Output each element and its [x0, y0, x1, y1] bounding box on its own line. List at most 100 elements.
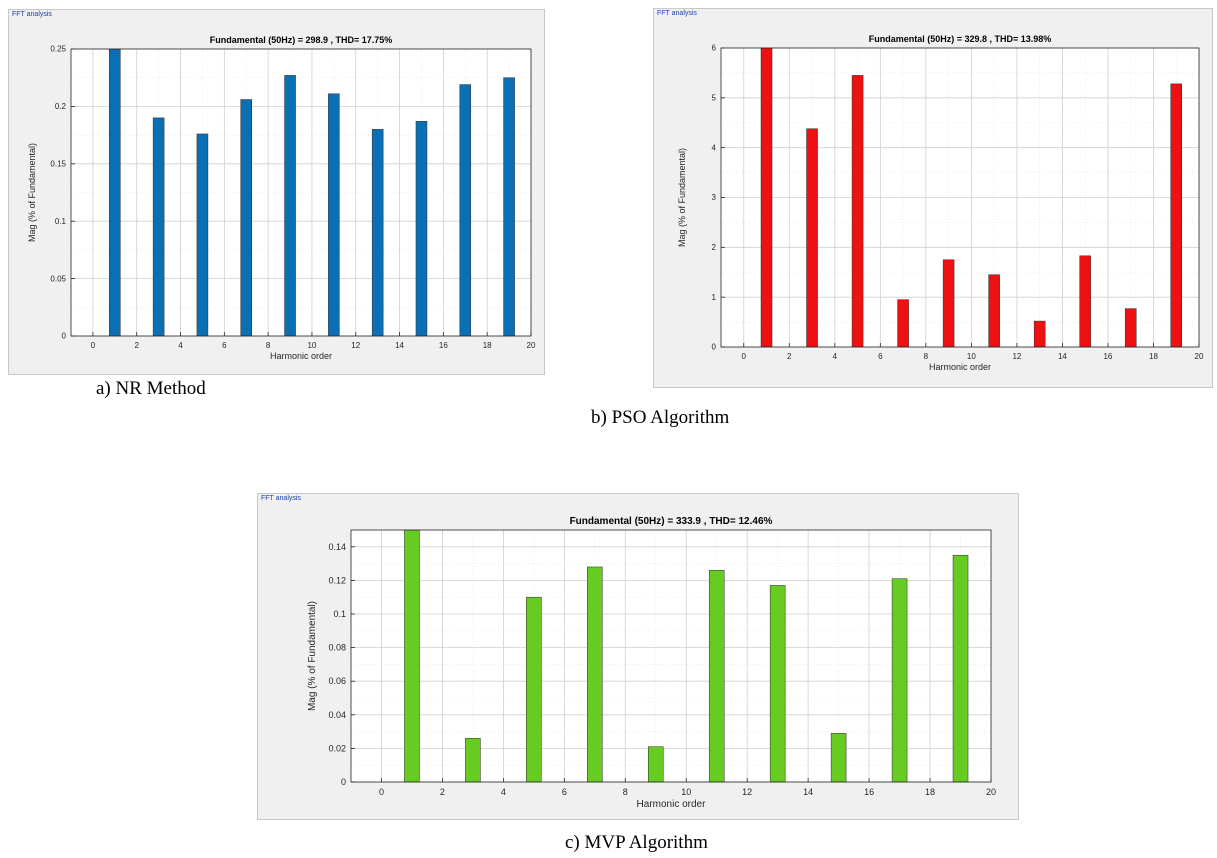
bar	[371, 129, 384, 337]
x-tick-label: 16	[864, 787, 874, 797]
x-ticks: 0 2 4 6 8 10 12 14 16 18 20	[91, 332, 536, 350]
axes-box	[70, 48, 532, 337]
x-tick-label: 4	[178, 341, 183, 350]
panel-title: FFT analysis	[261, 495, 301, 502]
y-tick-label: 6	[712, 44, 717, 53]
bar	[942, 259, 955, 348]
y-tick-label: 4	[712, 143, 717, 152]
y-tick-label: 0.14	[328, 542, 346, 552]
bar	[806, 128, 818, 348]
chart-title: Fundamental (50Hz) = 333.9 , THD= 12.46%	[570, 516, 773, 527]
x-tick-label: 10	[681, 787, 691, 797]
y-tick-label: 2	[712, 243, 717, 252]
x-tick-label: 14	[395, 341, 404, 350]
x-tick-label: 12	[351, 341, 360, 350]
bar	[284, 75, 296, 337]
bar	[830, 733, 847, 783]
bar	[952, 554, 969, 783]
x-tick-label: 6	[562, 787, 567, 797]
y-axis-label: Mag (% of Fundamental)	[677, 148, 687, 247]
y-tick-label: 0.08	[328, 643, 346, 653]
x-axis-label: Harmonic order	[270, 351, 332, 361]
bar	[109, 48, 121, 337]
panel-title: FFT analysis	[657, 10, 697, 17]
caption-nr: a) NR Method	[96, 378, 206, 399]
bar	[1033, 320, 1046, 348]
x-ticks: 0 2 4 6 8 10 12 14 16 18 20	[742, 343, 1204, 361]
y-tick-label: 0.05	[50, 274, 66, 283]
x-tick-label: 4	[833, 352, 838, 361]
bar	[196, 133, 209, 337]
bar	[760, 47, 773, 348]
bar	[459, 84, 472, 337]
bars	[760, 47, 1182, 348]
caption-mvp: c) MVP Algorithm	[565, 832, 708, 853]
bar	[648, 746, 664, 783]
caption-pso: b) PSO Algorithm	[591, 407, 730, 428]
x-tick-label: 2	[440, 787, 445, 797]
y-tick-label: 0	[712, 343, 717, 352]
y-ticks: 0 0.02 0.04 0.06 0.08 0.1 0.12 0.14	[328, 542, 355, 787]
y-tick-label: 0.02	[328, 743, 346, 753]
bar	[240, 99, 252, 337]
x-tick-label: 8	[623, 787, 628, 797]
fft-panel-pso: FFT analysis 0 2 4 6 8 10 12 14 16 18 20 0 1 2 3 4 5 6 Fun…	[653, 8, 1213, 388]
x-tick-label: 10	[967, 352, 976, 361]
bar	[404, 529, 420, 783]
x-axis-label: Harmonic order	[929, 362, 991, 372]
x-tick-label: 2	[134, 341, 139, 350]
x-tick-label: 6	[222, 341, 227, 350]
y-tick-label: 0.15	[50, 159, 66, 168]
x-tick-label: 18	[925, 787, 935, 797]
bar	[465, 738, 481, 783]
y-tick-label: 0.2	[55, 102, 67, 111]
bar	[769, 585, 786, 783]
x-tick-label: 18	[483, 341, 492, 350]
chart-mvp: 0 2 4 6 8 10 12 14 16 18 20 0 0.02 0.04 0.06 0.08 0.1 0.1…	[307, 516, 996, 810]
y-tick-label: 0.1	[333, 609, 346, 619]
y-tick-label: 0.1	[55, 217, 67, 226]
x-ticks: 0 2 4 6 8 10 12 14 16 18 20	[379, 778, 996, 797]
x-tick-label: 0	[91, 341, 96, 350]
x-tick-label: 8	[924, 352, 929, 361]
plot-area	[71, 49, 531, 336]
bar	[1170, 83, 1182, 348]
y-ticks: 0 1 2 3 4 5 6	[712, 44, 725, 352]
bar	[897, 299, 909, 348]
y-tick-label: 5	[712, 94, 717, 103]
y-tick-label: 0	[341, 777, 346, 787]
x-tick-label: 12	[1012, 352, 1021, 361]
bars	[404, 529, 969, 783]
y-ticks: 0 0.05 0.1 0.15 0.2 0.25	[50, 45, 75, 341]
bar	[851, 75, 864, 348]
y-tick-label: 3	[712, 193, 717, 202]
bars	[109, 48, 515, 337]
x-tick-label: 20	[527, 341, 536, 350]
bar	[1079, 255, 1091, 348]
x-tick-label: 18	[1149, 352, 1158, 361]
bar	[988, 274, 1000, 348]
x-tick-label: 16	[439, 341, 448, 350]
bar	[708, 570, 725, 783]
y-axis-label: Mag (% of Fundamental)	[27, 143, 37, 242]
x-tick-label: 0	[742, 352, 747, 361]
x-tick-label: 4	[501, 787, 506, 797]
x-tick-label: 20	[986, 787, 996, 797]
y-tick-label: 0	[62, 332, 67, 341]
x-tick-label: 14	[1058, 352, 1067, 361]
bar	[587, 566, 603, 783]
y-tick-label: 0.12	[328, 575, 346, 585]
fft-panel-mvp: FFT analysis 0 2 4 6 8 10 12 14 16 18 20 0 0.02 0.04 0…	[257, 493, 1019, 820]
x-axis-label: Harmonic order	[637, 799, 707, 810]
axes-box	[350, 529, 992, 783]
chart-title: Fundamental (50Hz) = 298.9 , THD= 17.75%	[210, 35, 393, 45]
bar	[1124, 308, 1137, 348]
x-tick-label: 10	[307, 341, 316, 350]
bar	[503, 77, 515, 337]
plot-area	[351, 530, 991, 782]
x-tick-label: 14	[803, 787, 813, 797]
chart-title: Fundamental (50Hz) = 329.8 , THD= 13.98%	[869, 34, 1052, 44]
x-tick-label: 20	[1195, 352, 1204, 361]
x-tick-label: 6	[878, 352, 883, 361]
